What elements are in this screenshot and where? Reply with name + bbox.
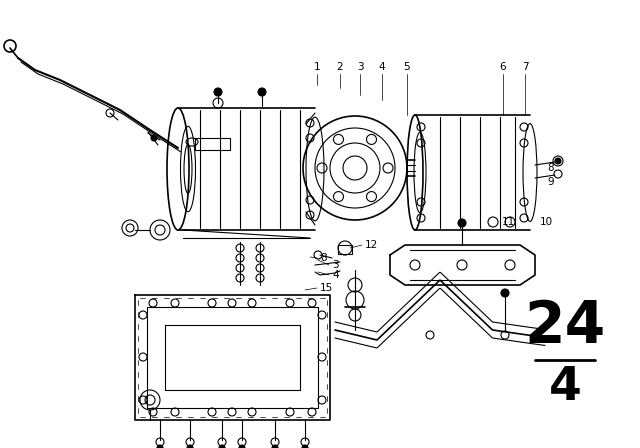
Circle shape xyxy=(458,219,466,227)
Text: 6: 6 xyxy=(500,62,506,72)
Bar xyxy=(195,138,230,150)
Circle shape xyxy=(157,445,163,448)
Text: 12: 12 xyxy=(365,240,378,250)
Circle shape xyxy=(302,445,308,448)
Circle shape xyxy=(501,289,509,297)
Text: 11: 11 xyxy=(502,217,515,227)
Text: 9: 9 xyxy=(547,177,554,187)
Text: 8: 8 xyxy=(547,163,554,173)
Bar xyxy=(338,245,352,254)
Circle shape xyxy=(187,445,193,448)
Text: 4: 4 xyxy=(379,62,385,72)
Text: 3: 3 xyxy=(356,62,364,72)
Text: 2: 2 xyxy=(337,62,343,72)
Circle shape xyxy=(219,445,225,448)
Circle shape xyxy=(272,445,278,448)
Text: 24: 24 xyxy=(524,298,605,355)
Circle shape xyxy=(239,445,245,448)
Text: 15: 15 xyxy=(320,283,333,293)
Circle shape xyxy=(151,135,157,141)
Text: 4: 4 xyxy=(332,270,339,280)
Text: 7: 7 xyxy=(522,62,528,72)
Circle shape xyxy=(258,88,266,96)
Circle shape xyxy=(214,88,222,96)
Text: 1: 1 xyxy=(314,62,320,72)
Text: 3: 3 xyxy=(332,260,339,270)
Circle shape xyxy=(555,158,561,164)
Text: 8: 8 xyxy=(320,253,326,263)
Text: 10: 10 xyxy=(540,217,553,227)
Text: 5: 5 xyxy=(404,62,410,72)
Text: 4: 4 xyxy=(548,365,581,410)
